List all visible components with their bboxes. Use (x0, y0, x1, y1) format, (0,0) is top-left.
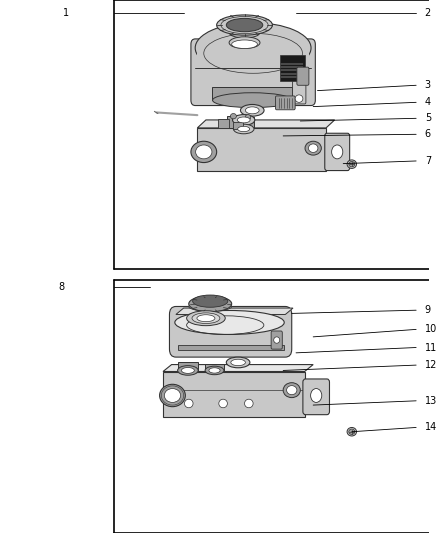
FancyBboxPatch shape (271, 331, 283, 349)
Ellipse shape (274, 337, 280, 343)
Ellipse shape (217, 15, 272, 35)
Bar (163, 372, 304, 417)
Ellipse shape (212, 93, 292, 108)
Text: 2: 2 (425, 9, 431, 18)
Ellipse shape (178, 366, 198, 375)
Ellipse shape (238, 126, 250, 132)
Ellipse shape (209, 368, 220, 373)
Ellipse shape (192, 313, 220, 324)
FancyBboxPatch shape (325, 133, 350, 171)
Polygon shape (163, 365, 313, 372)
Polygon shape (176, 308, 293, 314)
Ellipse shape (226, 19, 263, 32)
Ellipse shape (193, 295, 228, 307)
Ellipse shape (230, 28, 260, 38)
Circle shape (332, 145, 343, 159)
Text: 1: 1 (63, 9, 69, 18)
Text: 13: 13 (425, 396, 437, 406)
FancyBboxPatch shape (191, 39, 315, 106)
Ellipse shape (187, 311, 225, 326)
Ellipse shape (184, 399, 193, 408)
Ellipse shape (231, 359, 245, 366)
Ellipse shape (164, 389, 180, 402)
Ellipse shape (189, 296, 232, 312)
Ellipse shape (189, 302, 232, 311)
Ellipse shape (219, 399, 227, 408)
Ellipse shape (308, 144, 318, 152)
FancyBboxPatch shape (293, 80, 306, 104)
Text: 14: 14 (425, 423, 437, 432)
Text: 7: 7 (425, 156, 431, 166)
Ellipse shape (305, 141, 321, 155)
Ellipse shape (233, 124, 254, 134)
Bar (212, 87, 292, 100)
Ellipse shape (349, 161, 355, 167)
Ellipse shape (245, 115, 251, 120)
Ellipse shape (229, 37, 260, 49)
Ellipse shape (295, 95, 303, 102)
Bar (178, 362, 198, 372)
Ellipse shape (205, 366, 224, 375)
Text: 11: 11 (425, 343, 437, 352)
Text: 3: 3 (425, 80, 431, 90)
Bar (205, 364, 224, 372)
Polygon shape (198, 120, 335, 128)
FancyBboxPatch shape (276, 96, 295, 110)
Ellipse shape (245, 107, 259, 114)
Text: 10: 10 (425, 325, 437, 334)
Ellipse shape (349, 429, 355, 434)
Ellipse shape (233, 115, 255, 125)
Ellipse shape (175, 310, 284, 335)
Ellipse shape (159, 384, 185, 407)
Ellipse shape (283, 383, 300, 398)
Ellipse shape (196, 145, 212, 159)
Text: 9: 9 (425, 305, 431, 315)
Text: 8: 8 (58, 282, 64, 292)
Ellipse shape (237, 117, 250, 123)
Text: 5: 5 (425, 114, 431, 123)
Ellipse shape (181, 368, 194, 373)
Ellipse shape (244, 399, 253, 408)
FancyBboxPatch shape (170, 306, 292, 357)
Text: 12: 12 (425, 360, 437, 370)
Circle shape (311, 389, 322, 402)
Ellipse shape (197, 314, 215, 321)
Bar (227, 116, 240, 128)
Ellipse shape (191, 141, 217, 163)
Ellipse shape (230, 114, 237, 119)
Ellipse shape (240, 104, 264, 116)
Bar (233, 122, 243, 129)
Bar (178, 345, 284, 350)
Text: 4: 4 (425, 98, 431, 107)
Bar (198, 44, 309, 76)
Ellipse shape (226, 357, 250, 368)
Bar (218, 119, 229, 128)
Text: 6: 6 (425, 130, 431, 139)
Bar (198, 128, 326, 171)
Bar (280, 55, 304, 81)
Ellipse shape (347, 160, 357, 168)
Bar (242, 117, 254, 128)
Ellipse shape (232, 40, 258, 49)
FancyBboxPatch shape (297, 67, 309, 85)
Ellipse shape (347, 427, 357, 436)
Ellipse shape (195, 22, 311, 73)
FancyBboxPatch shape (303, 379, 329, 415)
Ellipse shape (286, 386, 297, 394)
